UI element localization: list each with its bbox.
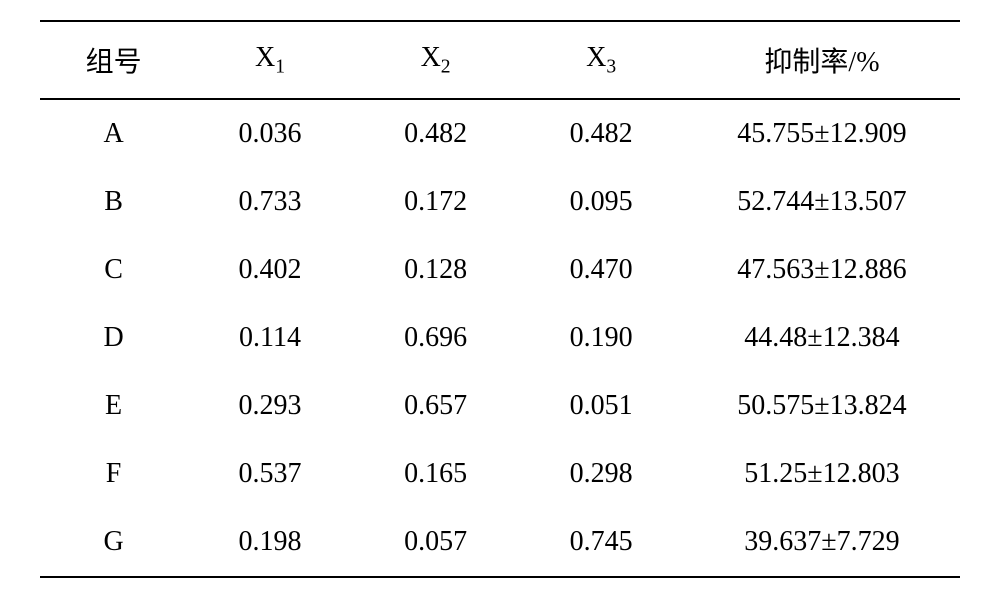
cell-x1: 0.293 bbox=[187, 372, 353, 440]
cell-x1: 0.537 bbox=[187, 440, 353, 508]
cell-x1: 0.036 bbox=[187, 99, 353, 168]
cell-rate: 39.637±7.729 bbox=[684, 508, 960, 577]
cell-rate: 45.755±12.909 bbox=[684, 99, 960, 168]
cell-x2: 0.128 bbox=[353, 236, 519, 304]
cell-x3: 0.745 bbox=[518, 508, 684, 577]
table-row: F 0.537 0.165 0.298 51.25±12.803 bbox=[40, 440, 960, 508]
cell-group: D bbox=[40, 304, 187, 372]
cell-x2: 0.165 bbox=[353, 440, 519, 508]
cell-x2: 0.172 bbox=[353, 168, 519, 236]
cell-x2: 0.657 bbox=[353, 372, 519, 440]
table-row: G 0.198 0.057 0.745 39.637±7.729 bbox=[40, 508, 960, 577]
cell-x2: 0.482 bbox=[353, 99, 519, 168]
cell-group: B bbox=[40, 168, 187, 236]
cell-rate: 52.744±13.507 bbox=[684, 168, 960, 236]
cell-group: F bbox=[40, 440, 187, 508]
table-row: A 0.036 0.482 0.482 45.755±12.909 bbox=[40, 99, 960, 168]
cell-x2: 0.696 bbox=[353, 304, 519, 372]
cell-x3: 0.051 bbox=[518, 372, 684, 440]
col-header-x3-base: X bbox=[586, 42, 606, 73]
table-row: B 0.733 0.172 0.095 52.744±13.507 bbox=[40, 168, 960, 236]
col-header-x1: X1 bbox=[187, 21, 353, 99]
cell-rate: 51.25±12.803 bbox=[684, 440, 960, 508]
table-row: C 0.402 0.128 0.470 47.563±12.886 bbox=[40, 236, 960, 304]
col-header-x2: X2 bbox=[353, 21, 519, 99]
col-header-x3-sub: 3 bbox=[606, 56, 616, 77]
cell-x1: 0.733 bbox=[187, 168, 353, 236]
cell-x1: 0.114 bbox=[187, 304, 353, 372]
cell-rate: 44.48±12.384 bbox=[684, 304, 960, 372]
cell-x1: 0.402 bbox=[187, 236, 353, 304]
cell-group: G bbox=[40, 508, 187, 577]
col-header-group: 组号 bbox=[40, 21, 187, 99]
table-body: A 0.036 0.482 0.482 45.755±12.909 B 0.73… bbox=[40, 99, 960, 577]
cell-x2: 0.057 bbox=[353, 508, 519, 577]
col-header-x2-sub: 2 bbox=[441, 56, 451, 77]
cell-rate: 47.563±12.886 bbox=[684, 236, 960, 304]
col-header-x3: X3 bbox=[518, 21, 684, 99]
col-header-rate: 抑制率/% bbox=[684, 21, 960, 99]
table-row: E 0.293 0.657 0.051 50.575±13.824 bbox=[40, 372, 960, 440]
cell-x3: 0.482 bbox=[518, 99, 684, 168]
data-table-container: 组号 X1 X2 X3 抑制率/% A 0.036 0.482 0.482 45… bbox=[0, 0, 1000, 598]
col-header-x1-sub: 1 bbox=[275, 56, 285, 77]
table-row: D 0.114 0.696 0.190 44.48±12.384 bbox=[40, 304, 960, 372]
col-header-x1-base: X bbox=[255, 42, 275, 73]
cell-rate: 50.575±13.824 bbox=[684, 372, 960, 440]
cell-x3: 0.190 bbox=[518, 304, 684, 372]
cell-group: C bbox=[40, 236, 187, 304]
cell-group: E bbox=[40, 372, 187, 440]
col-header-x2-base: X bbox=[421, 42, 441, 73]
cell-x3: 0.298 bbox=[518, 440, 684, 508]
cell-x3: 0.470 bbox=[518, 236, 684, 304]
cell-x3: 0.095 bbox=[518, 168, 684, 236]
data-table: 组号 X1 X2 X3 抑制率/% A 0.036 0.482 0.482 45… bbox=[40, 20, 960, 578]
cell-x1: 0.198 bbox=[187, 508, 353, 577]
table-header-row: 组号 X1 X2 X3 抑制率/% bbox=[40, 21, 960, 99]
cell-group: A bbox=[40, 99, 187, 168]
